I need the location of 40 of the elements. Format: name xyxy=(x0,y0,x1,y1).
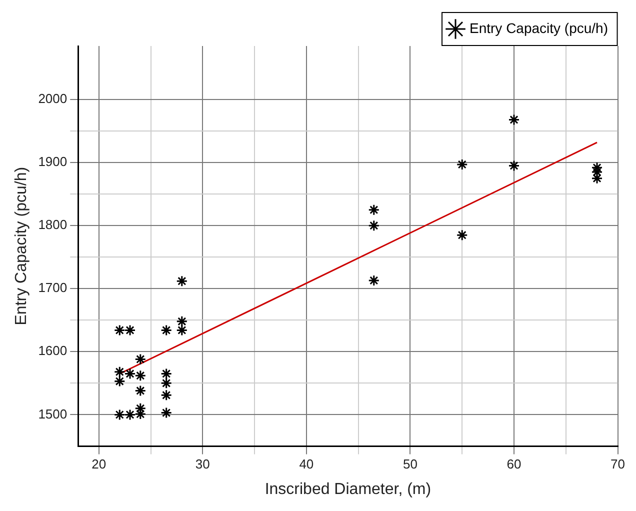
y-tick-label: 1500 xyxy=(38,406,68,422)
point xyxy=(508,114,520,126)
x-tick-label: 50 xyxy=(402,456,418,472)
legend-label: Entry Capacity (pcu/h) xyxy=(470,20,608,36)
point xyxy=(456,158,468,170)
point xyxy=(456,229,468,241)
x-tick-label: 40 xyxy=(299,456,314,472)
x-axis-title: Inscribed Diameter, (m) xyxy=(264,480,432,498)
point xyxy=(114,324,126,336)
point xyxy=(124,368,136,380)
point xyxy=(508,160,520,172)
point xyxy=(368,204,380,216)
point xyxy=(124,408,136,420)
y-tick-label: 1900 xyxy=(38,154,68,170)
point xyxy=(176,324,188,336)
point xyxy=(114,366,126,378)
point xyxy=(114,376,126,388)
point xyxy=(176,275,188,287)
point xyxy=(134,384,146,396)
x-tick-label: 30 xyxy=(195,456,210,472)
point xyxy=(176,316,188,328)
point xyxy=(134,353,146,365)
y-tick-label: 2000 xyxy=(38,91,68,106)
point xyxy=(124,324,136,336)
point xyxy=(368,220,380,232)
point xyxy=(160,324,172,336)
point xyxy=(134,370,146,382)
y-tick-label: 1700 xyxy=(38,280,68,296)
y-tick-label: 1600 xyxy=(38,343,68,358)
point xyxy=(368,274,380,286)
point xyxy=(160,368,172,380)
point xyxy=(160,389,172,401)
y-axis-title: Entry Capacity (pcu/h) xyxy=(13,166,30,326)
point xyxy=(114,408,126,420)
x-tick-label: 70 xyxy=(610,456,626,472)
x-tick-label: 60 xyxy=(506,456,522,472)
point xyxy=(160,377,172,389)
point xyxy=(160,407,172,419)
x-tick-label: 20 xyxy=(92,456,106,472)
y-tick-label: 1800 xyxy=(38,217,68,232)
